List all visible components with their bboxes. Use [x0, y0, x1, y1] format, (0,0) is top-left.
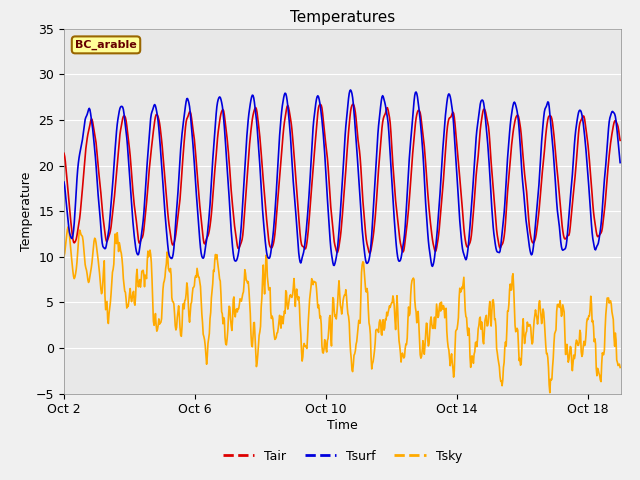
Tsky: [64, 224, 72, 230]
Tsurf: [60, 179, 68, 185]
Tsky: [396, 343, 404, 348]
Tair: [60, 150, 68, 156]
Tair: [366, 251, 374, 256]
Tsky: [60, 254, 68, 260]
Tsurf: [396, 258, 404, 264]
Tsky: [173, 314, 181, 320]
Tair: [173, 225, 180, 231]
Tair: [349, 101, 357, 107]
Tair: [486, 150, 494, 156]
Tair: [135, 240, 143, 246]
Tsurf: [124, 143, 131, 148]
Legend: Tair, Tsurf, Tsky: Tair, Tsurf, Tsky: [218, 444, 467, 468]
Tair: [397, 240, 404, 246]
Tsurf: [173, 207, 180, 213]
Tsky: [124, 303, 132, 309]
Tsurf: [349, 95, 356, 100]
Line: Tsurf: Tsurf: [64, 90, 620, 266]
Tair: [348, 103, 356, 108]
Tsurf: [429, 264, 436, 269]
Tsurf: [347, 87, 355, 93]
Tsurf: [486, 182, 494, 188]
Y-axis label: Temperature: Temperature: [20, 171, 33, 251]
Tsurf: [616, 160, 624, 166]
X-axis label: Time: Time: [327, 419, 358, 432]
Tsurf: [135, 250, 143, 255]
Line: Tsky: Tsky: [64, 227, 620, 393]
Text: BC_arable: BC_arable: [75, 40, 137, 50]
Title: Temperatures: Temperatures: [290, 10, 395, 25]
Tsky: [616, 365, 624, 371]
Tsky: [349, 369, 356, 374]
Tsky: [486, 299, 493, 304]
Tair: [124, 129, 131, 134]
Tair: [616, 137, 624, 143]
Line: Tair: Tair: [64, 104, 620, 253]
Tsky: [136, 277, 143, 283]
Tsky: [546, 390, 554, 396]
